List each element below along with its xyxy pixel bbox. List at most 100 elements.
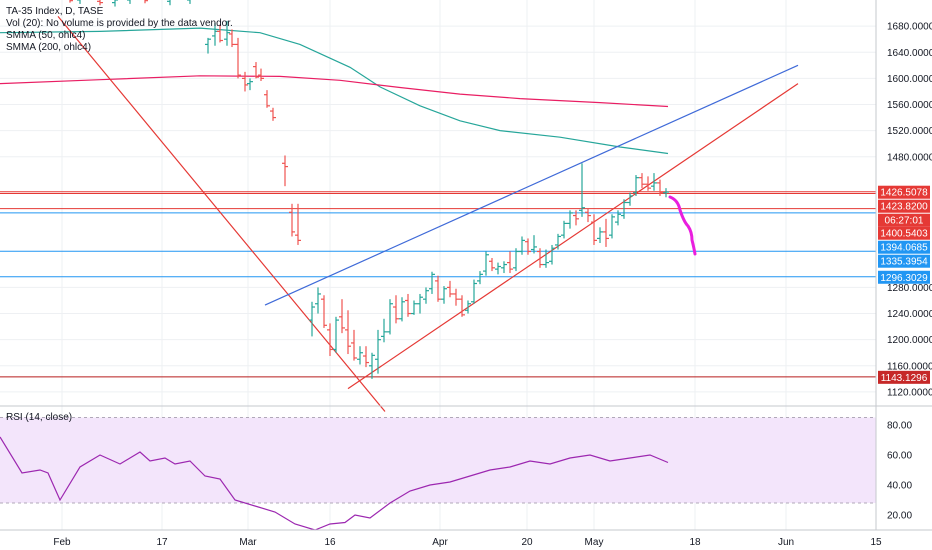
ohlc-bar bbox=[429, 271, 435, 294]
ohlc-bar bbox=[543, 249, 549, 268]
ohlc-bar bbox=[97, 0, 103, 6]
ohlc-bar bbox=[657, 179, 663, 196]
chart-legend: TA-35 Index, D, TASE Vol (20): No volume… bbox=[6, 6, 233, 54]
ohlc-bar bbox=[561, 220, 567, 239]
ohlc-bar bbox=[289, 203, 295, 237]
x-tick-label: 18 bbox=[689, 537, 701, 548]
price-label-box bbox=[878, 185, 930, 199]
ohlc-bar bbox=[253, 62, 259, 79]
price-label-box bbox=[878, 270, 930, 284]
ohlc-bar bbox=[603, 218, 609, 247]
ohlc-bar bbox=[477, 271, 483, 285]
ohlc-bar bbox=[333, 316, 339, 353]
ohlc-bar bbox=[549, 244, 555, 265]
ohlc-bar bbox=[525, 238, 531, 255]
y-tick-label: 1560.0000 bbox=[887, 100, 932, 111]
ohlc-bar bbox=[405, 293, 411, 317]
ohlc-bar bbox=[615, 210, 621, 226]
y-tick-label: 1160.0000 bbox=[887, 361, 932, 372]
ohlc-bar bbox=[417, 293, 423, 314]
ohlc-bar bbox=[507, 251, 513, 274]
brush-stroke bbox=[668, 195, 697, 256]
rsi-legend[interactable]: RSI (14, close) bbox=[6, 412, 73, 423]
ohlc-bar bbox=[357, 346, 363, 365]
rsi-tick-label: 40.00 bbox=[887, 481, 912, 492]
ohlc-bar bbox=[633, 175, 639, 196]
y-tick-label: 1280.0000 bbox=[887, 283, 932, 294]
ohlc-bar bbox=[229, 29, 235, 48]
ohlc-bar bbox=[459, 295, 465, 317]
ohlc-bar bbox=[501, 261, 507, 274]
ohlc-bar bbox=[663, 188, 669, 198]
ohlc-bar bbox=[167, 0, 171, 6]
ohlc-bar bbox=[483, 251, 489, 276]
ohlc-bar bbox=[363, 346, 369, 368]
brush-drawing[interactable] bbox=[668, 195, 697, 256]
moving-averages bbox=[0, 27, 669, 155]
y-tick-label: 1600.0000 bbox=[887, 74, 932, 85]
ohlc-bar bbox=[339, 299, 345, 334]
ohlc-bar bbox=[399, 297, 405, 322]
y-tick-label: 1680.0000 bbox=[887, 22, 932, 33]
ohlc-bar bbox=[327, 323, 333, 357]
ohlc-bar bbox=[555, 233, 561, 250]
ohlc-bar bbox=[258, 68, 264, 81]
price-label: 1426.5078 bbox=[880, 188, 928, 199]
volume-indicator-label[interactable]: Vol (20): No volume is provided by the d… bbox=[6, 18, 233, 29]
smma-50-label[interactable]: SMMA (50, ohlc4) bbox=[6, 30, 86, 41]
ohlc-bar bbox=[69, 0, 73, 3]
ohlc-bar bbox=[247, 78, 253, 91]
ohlc-bar bbox=[453, 288, 459, 306]
symbol-title[interactable]: TA-35 Index, D, TASE bbox=[6, 6, 104, 17]
ohlc-bar bbox=[321, 295, 327, 328]
price-label-box bbox=[878, 226, 930, 240]
price-labels: 1426.5078 1423.8200 06:27:01 1400.5403 1394.… bbox=[878, 185, 930, 384]
ohlc-bar bbox=[651, 173, 657, 191]
ohlc-bar bbox=[315, 287, 321, 314]
timer-label-box bbox=[878, 213, 930, 227]
ohlc-bar bbox=[639, 173, 645, 189]
ohlc-bar bbox=[295, 203, 301, 245]
smma-200-label[interactable]: SMMA (200, ohlc4) bbox=[6, 42, 92, 53]
x-tick-label: 20 bbox=[521, 537, 533, 548]
ohlc-bar bbox=[645, 176, 651, 191]
ohlc-bar bbox=[447, 280, 453, 298]
ohlc-bar bbox=[77, 0, 81, 4]
trend-lines[interactable] bbox=[57, 15, 799, 412]
ohlc-bar bbox=[270, 107, 276, 121]
rsi-tick-label: 20.00 bbox=[887, 511, 912, 522]
price-label: 1335.3954 bbox=[880, 257, 928, 268]
rsi-tick-label: 60.00 bbox=[887, 451, 912, 462]
price-label: 1423.8200 bbox=[880, 202, 928, 213]
price-label: 1143.1296 bbox=[881, 373, 928, 384]
price-label: 1296.3029 bbox=[880, 273, 928, 284]
ohlc-bar bbox=[381, 318, 387, 343]
ohlc-bar bbox=[387, 299, 393, 335]
countdown-timer: 06:27:01 bbox=[885, 216, 924, 227]
ohlc-bar bbox=[513, 248, 519, 272]
ohlc-bar bbox=[423, 287, 429, 304]
price-label-box bbox=[878, 254, 930, 268]
price-label: 1394.0685 bbox=[880, 243, 928, 254]
rsi-pane bbox=[0, 417, 876, 531]
ohlc-bar bbox=[242, 71, 248, 92]
x-tick-label: May bbox=[585, 537, 604, 548]
rsi-band bbox=[0, 417, 876, 503]
ohlc-bar bbox=[441, 286, 447, 304]
ohlc-bar bbox=[627, 192, 633, 206]
y-tick-label: 1200.0000 bbox=[887, 335, 932, 346]
x-tick-label: Feb bbox=[53, 537, 71, 548]
trend-line bbox=[347, 83, 799, 390]
ohlc-bar bbox=[531, 235, 537, 254]
price-label-box bbox=[878, 240, 930, 254]
x-tick-label: Jun bbox=[778, 537, 794, 548]
x-tick-label: Mar bbox=[239, 537, 257, 548]
ohlc-bar bbox=[471, 279, 477, 304]
ohlc-bar bbox=[264, 90, 270, 108]
ohlc-bar bbox=[235, 37, 241, 79]
ohlc-bar bbox=[351, 329, 357, 361]
ohlc-bar bbox=[495, 262, 501, 275]
y-tick-label: 1480.0000 bbox=[887, 152, 932, 163]
